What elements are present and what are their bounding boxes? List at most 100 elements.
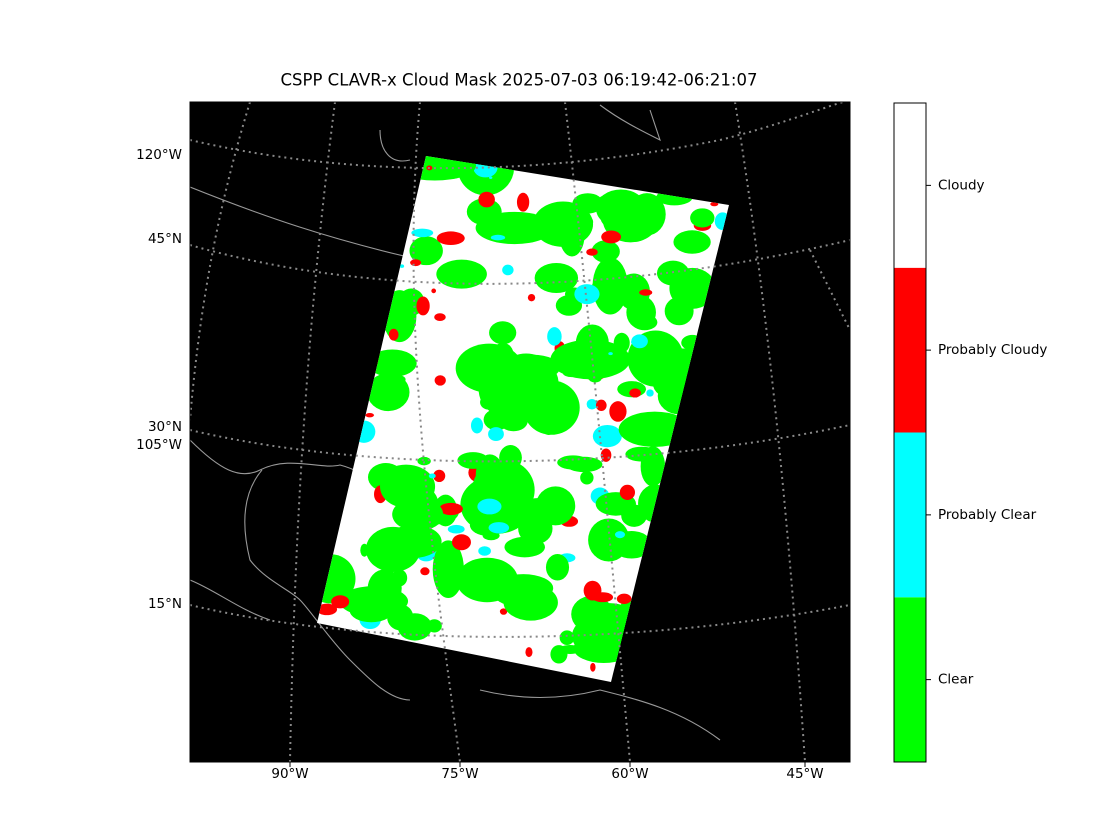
latlon-label: 30°N bbox=[148, 419, 182, 435]
mask-pixels bbox=[609, 401, 627, 422]
colorbar-segment bbox=[894, 103, 926, 268]
mask-pixels bbox=[586, 248, 598, 256]
colorbar-segment bbox=[894, 267, 926, 433]
mask-pixels bbox=[436, 259, 487, 289]
mask-pixels bbox=[447, 524, 465, 534]
mask-pixels bbox=[504, 536, 545, 558]
mask-pixels bbox=[545, 554, 570, 581]
colorbar: Clear Probably Clear Probably Cloudy Cloudy bbox=[893, 102, 1047, 763]
mask-pixels bbox=[365, 526, 421, 573]
mask-pixels bbox=[527, 293, 536, 302]
mask-pixels bbox=[592, 424, 622, 448]
mask-pixels bbox=[523, 380, 580, 435]
mask-pixels bbox=[410, 259, 422, 267]
longitude-label: 45°W bbox=[786, 766, 823, 782]
mask-pixels bbox=[432, 540, 464, 599]
mask-pixels bbox=[525, 647, 533, 658]
mask-pixels bbox=[591, 240, 620, 263]
mask-pixels bbox=[388, 328, 399, 341]
mask-pixels bbox=[614, 531, 625, 539]
coastlines bbox=[190, 104, 721, 741]
longitude-label: 75°W bbox=[441, 766, 478, 782]
cloud-mask-pixels bbox=[317, 156, 729, 672]
mask-pixels bbox=[592, 257, 628, 315]
mask-pixels bbox=[516, 192, 530, 212]
mask-pixels bbox=[399, 264, 405, 268]
longitude-label: 60°W bbox=[611, 766, 648, 782]
mask-pixels bbox=[439, 502, 463, 516]
mask-pixels bbox=[317, 603, 338, 616]
mask-pixels bbox=[416, 296, 430, 316]
mask-pixels bbox=[470, 417, 484, 434]
mask-pixels bbox=[431, 288, 437, 294]
map-frame bbox=[189, 101, 851, 763]
mask-pixels bbox=[595, 399, 607, 412]
colorbar-label: Cloudy bbox=[938, 177, 985, 193]
mask-pixels bbox=[365, 412, 374, 418]
mask-pixels bbox=[477, 498, 502, 515]
mask-pixels bbox=[434, 313, 446, 321]
longitude-label: 90°W bbox=[271, 766, 308, 782]
mask-pixels bbox=[535, 486, 576, 526]
mask-pixels bbox=[434, 375, 446, 386]
mask-pixels bbox=[367, 349, 417, 378]
title: CSPP CLAVR-x Cloud Mask 2025-07-03 06:19… bbox=[281, 71, 758, 90]
mask-pixels bbox=[534, 262, 579, 294]
mask-pixels bbox=[499, 445, 522, 471]
mask-pixels bbox=[505, 354, 561, 381]
mask-pixels bbox=[608, 352, 613, 356]
mask-pixels bbox=[646, 389, 654, 397]
mask-pixels bbox=[669, 267, 716, 309]
mask-pixels bbox=[596, 195, 610, 218]
mask-pixels bbox=[417, 456, 431, 466]
swath bbox=[317, 156, 729, 682]
mask-pixels bbox=[625, 446, 659, 462]
mask-pixels bbox=[601, 230, 622, 244]
colorbar-label: Probably Clear bbox=[938, 507, 1037, 523]
mask-pixels bbox=[451, 534, 471, 551]
mask-pixels bbox=[631, 314, 658, 331]
mask-pixels bbox=[488, 427, 504, 442]
mask-pixels bbox=[555, 295, 583, 316]
mask-pixels bbox=[478, 191, 495, 208]
mask-pixels bbox=[366, 373, 410, 412]
mask-pixels bbox=[574, 284, 600, 305]
mask-pixels bbox=[428, 473, 436, 479]
latlon-label: 45°N bbox=[148, 231, 182, 247]
mask-pixels bbox=[457, 452, 489, 469]
mask-pixels bbox=[547, 327, 562, 346]
mask-pixels bbox=[613, 332, 630, 354]
colorbar-label: Clear bbox=[938, 672, 974, 688]
latlon-label: 120°W bbox=[136, 147, 182, 163]
mask-pixels bbox=[490, 234, 506, 241]
mask-pixels bbox=[420, 567, 430, 576]
latlon-label: 15°N bbox=[148, 596, 182, 612]
mask-pixels bbox=[586, 399, 598, 410]
mask-pixels bbox=[331, 595, 350, 609]
mask-pixels bbox=[531, 591, 553, 605]
mask-pixels bbox=[558, 645, 582, 654]
mask-pixels bbox=[616, 593, 632, 605]
mask-pixels bbox=[580, 470, 594, 485]
colorbar-label: Probably Cloudy bbox=[938, 342, 1047, 358]
colorbar-segment bbox=[894, 597, 926, 762]
mask-pixels bbox=[488, 176, 493, 180]
colorbar-frame bbox=[893, 102, 927, 763]
mask-pixels bbox=[499, 502, 535, 526]
mask-pixels bbox=[488, 522, 510, 534]
mask-pixels bbox=[456, 557, 519, 603]
colorbar-segment bbox=[894, 432, 926, 598]
mask-pixels bbox=[433, 469, 446, 483]
map-labels: 120°W 45°N 30°N 105°W 15°N 90°W 75°W 60°W 45°W bbox=[136, 147, 824, 782]
mask-pixels bbox=[673, 230, 711, 254]
mask-pixels bbox=[478, 546, 491, 556]
mask-pixels bbox=[436, 231, 465, 246]
mask-pixels bbox=[629, 388, 641, 398]
mask-pixels bbox=[639, 289, 653, 296]
map bbox=[190, 102, 850, 762]
mask-pixels bbox=[502, 264, 514, 276]
mask-pixels bbox=[583, 580, 602, 601]
mask-pixels bbox=[489, 321, 517, 345]
mask-pixels bbox=[482, 530, 500, 541]
